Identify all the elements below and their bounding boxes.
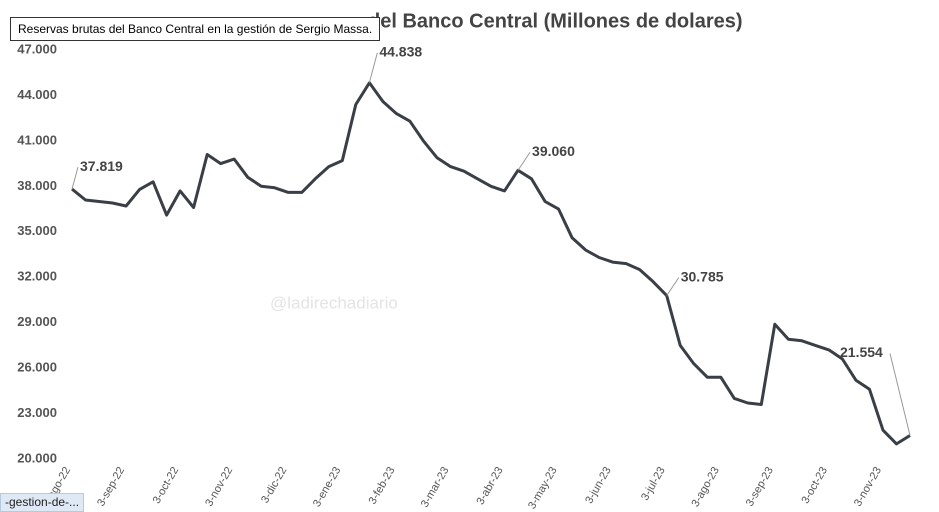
y-tick-label: 38.000 (17, 178, 57, 193)
y-tick-label: 41.000 (17, 132, 57, 147)
chart-title: del Banco Central (Millones de dolares) (368, 10, 743, 32)
x-tick-label: 3-ene-23 (311, 465, 343, 509)
data-label: 44.838 (379, 43, 422, 59)
x-tick-label: 3-oct-22 (151, 465, 182, 506)
x-tick-label: 3-ago-23 (689, 465, 721, 509)
x-tick-label: 3-sep-23 (744, 465, 776, 509)
y-tick-label: 32.000 (17, 269, 57, 284)
x-tick-label: 3-feb-23 (367, 465, 398, 506)
y-tick-label: 35.000 (17, 223, 57, 238)
y-tick-label: 29.000 (17, 314, 57, 329)
tooltip: Reservas brutas del Banco Central en la … (10, 17, 381, 41)
x-tick-label: 3-abr-23 (474, 465, 505, 507)
leader-line (368, 52, 378, 83)
y-tick-label: 26.000 (17, 360, 57, 375)
y-tick-label: 47.000 (17, 41, 57, 56)
status-bar: -gestion-de-... (0, 493, 85, 512)
y-tick-label: 44.000 (17, 87, 57, 102)
leader-line (889, 353, 911, 436)
y-tick-label: 23.000 (17, 405, 57, 420)
data-label: 30.785 (681, 268, 724, 284)
leader-line (71, 166, 79, 190)
series-line (71, 81, 911, 446)
y-tick-label: 20.000 (17, 450, 57, 465)
x-tick-label: 3-sep-22 (95, 465, 127, 509)
watermark: @ladirechadiario (270, 293, 398, 312)
x-tick-label: 3-dic-22 (259, 465, 289, 505)
x-tick-label: 3-oct-23 (799, 465, 830, 506)
x-tick-label: 3-nov-22 (203, 465, 235, 509)
leader-line (666, 277, 680, 296)
x-tick-label: 3-jul-23 (639, 465, 668, 503)
x-tick-label: 3-may-23 (526, 465, 560, 510)
data-label: 21.554 (840, 344, 883, 360)
x-tick-label: 3-nov-23 (852, 465, 884, 509)
leader-line (517, 151, 531, 171)
data-label: 37.819 (80, 158, 123, 174)
x-tick-label: 3-mar-23 (419, 465, 452, 510)
data-label: 39.060 (532, 143, 575, 159)
x-tick-label: 3-jun-23 (583, 465, 614, 506)
